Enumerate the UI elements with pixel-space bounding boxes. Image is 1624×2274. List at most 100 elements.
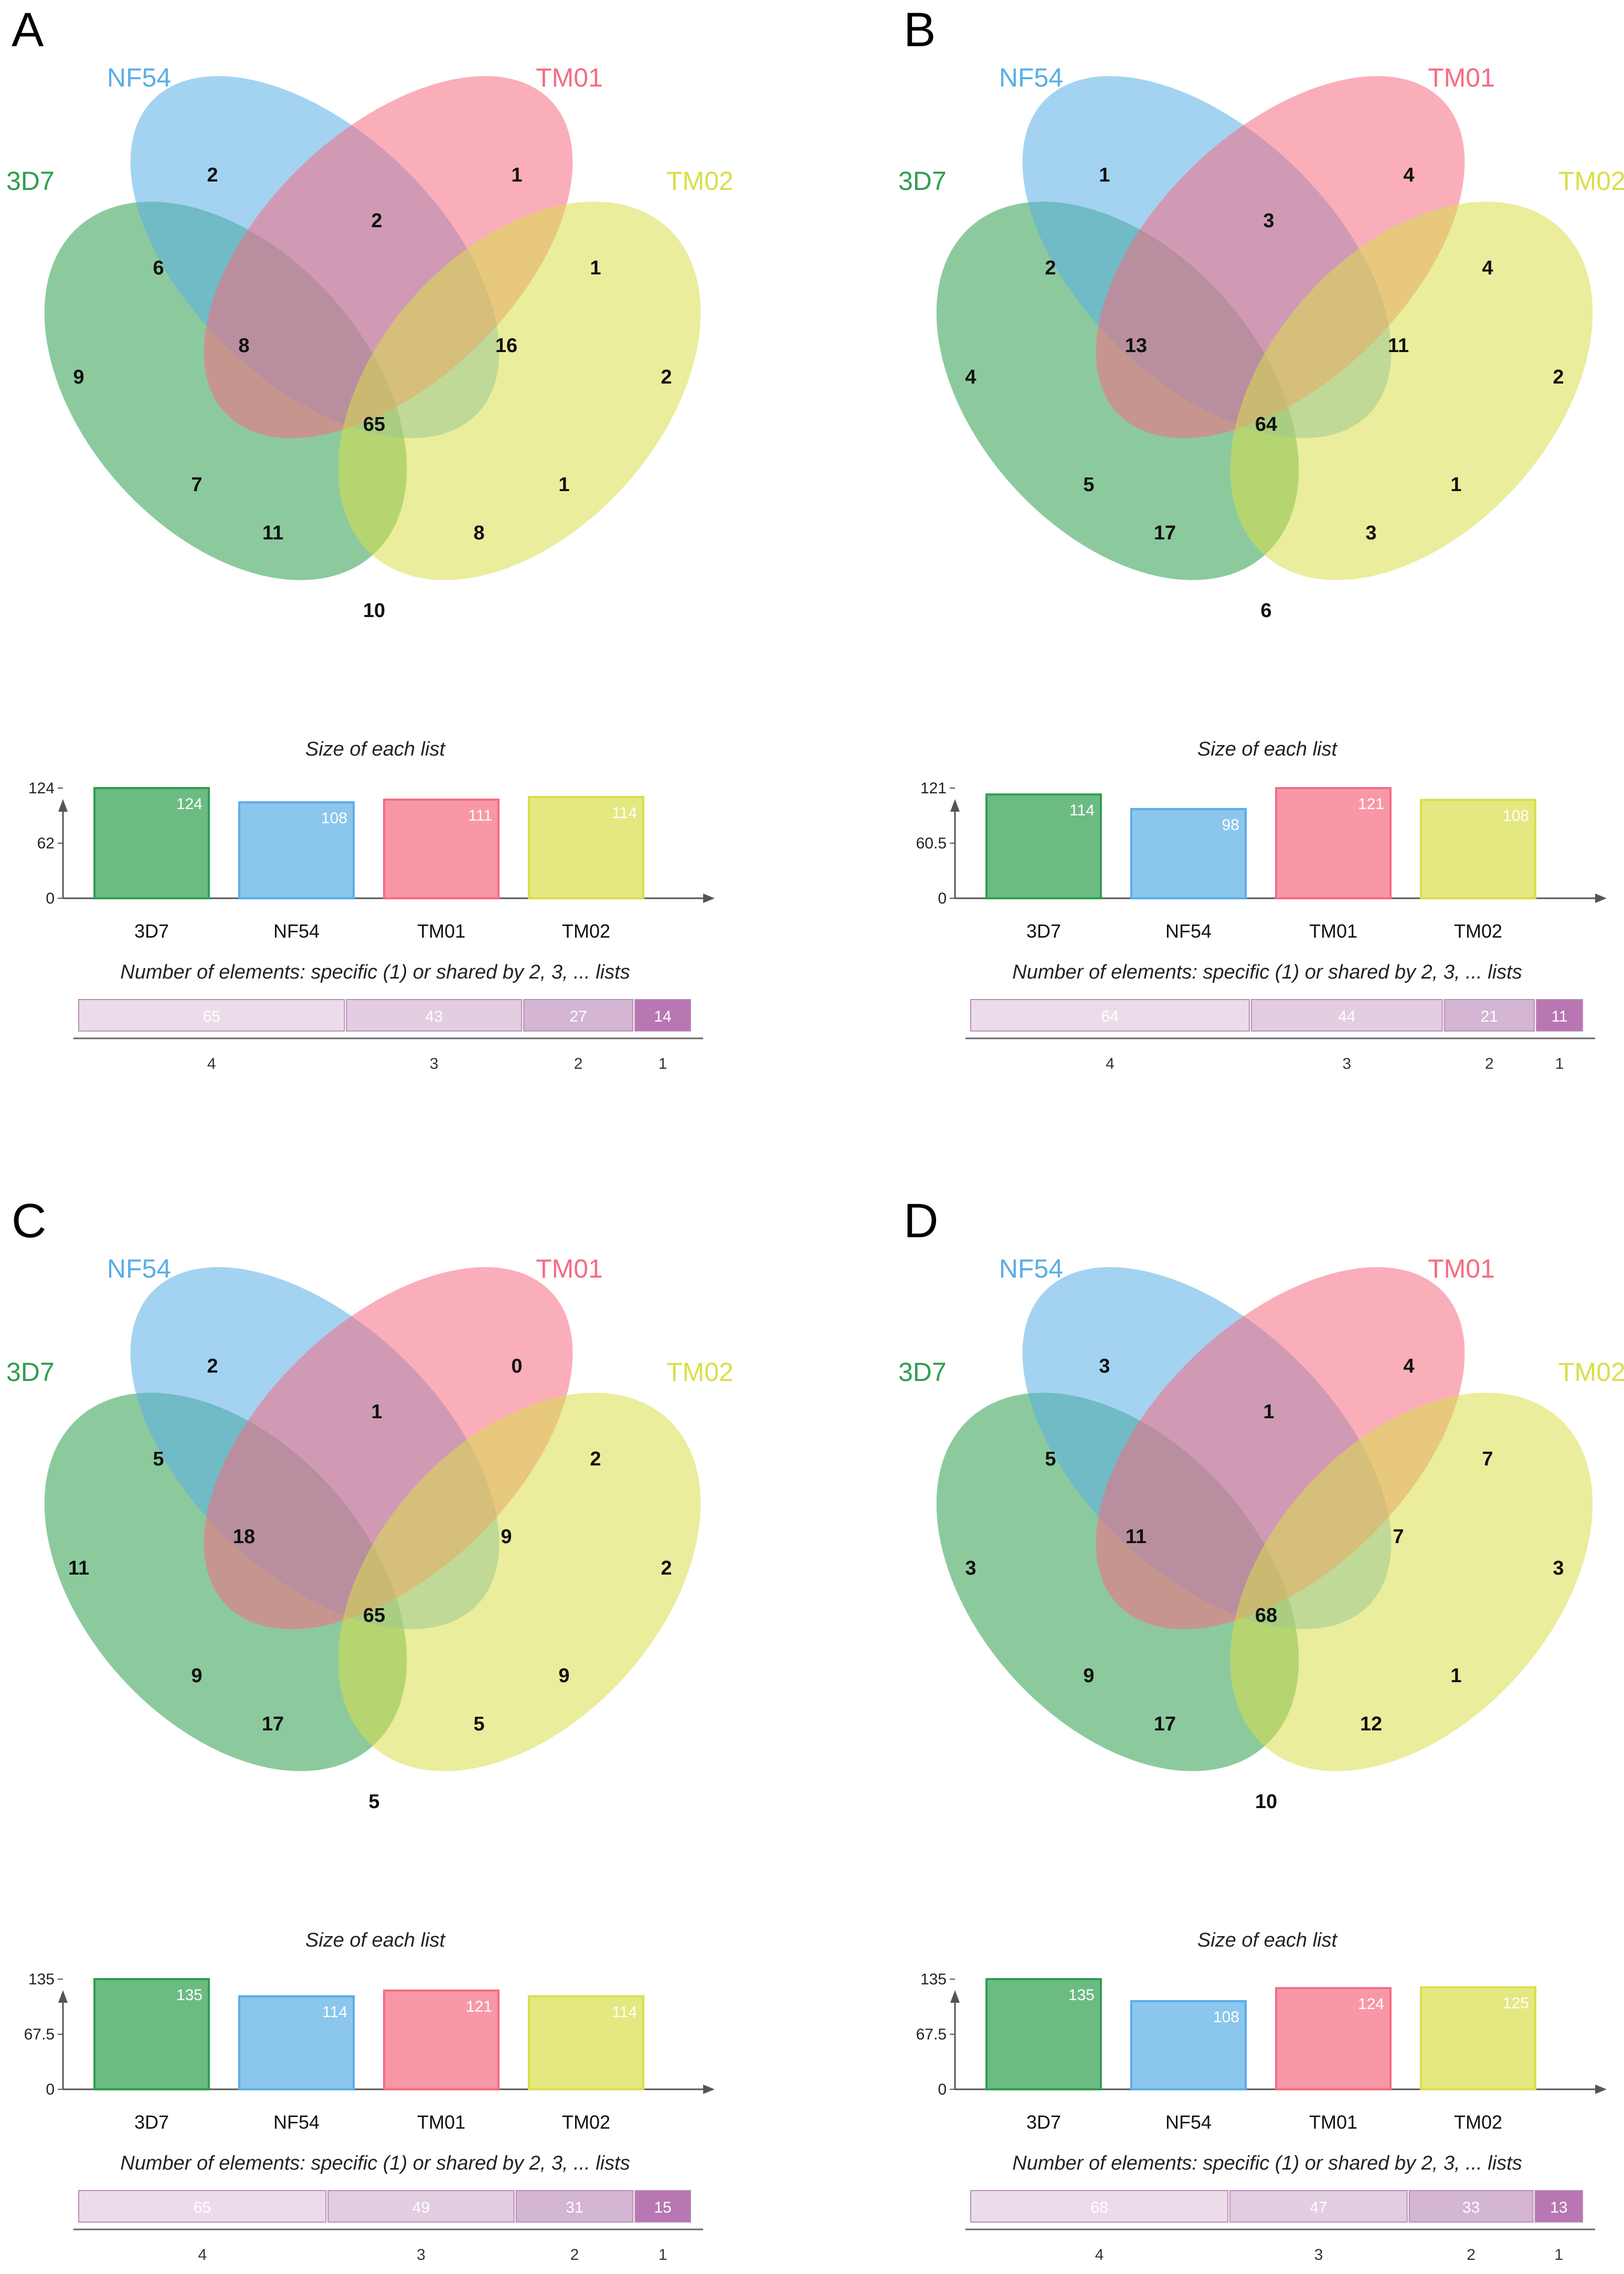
region-count-nf54-tm02: 1	[1450, 1665, 1461, 1687]
shared-elements-chart: Number of elements: specific (1) or shar…	[965, 2152, 1595, 2264]
shared-segment-2	[523, 999, 634, 1032]
shared-segment-label: 4	[1095, 2246, 1104, 2264]
region-count-nf54-tm01-tm02: 11	[1388, 335, 1409, 357]
bar-value-label: 135	[176, 1986, 203, 2004]
bar-value-label: 98	[1222, 816, 1239, 834]
region-count-nf54-tm01: 3	[1263, 210, 1274, 232]
region-count-3d7-nf54-tm02: 8	[473, 522, 484, 544]
set-label-3d7: 3D7	[898, 1357, 947, 1387]
y-tick-label: 60.5	[916, 835, 947, 852]
shared-segment-label: 2	[1485, 1055, 1494, 1072]
shared-segment-value: 44	[1338, 1008, 1355, 1025]
venn-ellipse-tm02	[338, 1393, 701, 1771]
y-axis-arrow	[58, 1990, 68, 2003]
region-count-3d7-tm01-tm02: 11	[262, 522, 283, 544]
shared-segment-value: 65	[194, 2199, 211, 2216]
bar-category-label: TM01	[417, 2111, 465, 2133]
shared-segment-value: 68	[1090, 2199, 1108, 2216]
x-axis-arrow	[1595, 2085, 1607, 2094]
shared-segment-2	[515, 2190, 634, 2223]
shared-segment-value: 65	[203, 1008, 220, 1025]
bar-value-label: 135	[1068, 1986, 1095, 2004]
y-tick-label: 67.5	[916, 2026, 947, 2043]
shared-elements-chart: Number of elements: specific (1) or shar…	[965, 961, 1595, 1072]
shared-segment-4	[970, 2190, 1229, 2223]
shared-segment-label: 2	[574, 1055, 583, 1072]
shared-segment-2	[1443, 999, 1535, 1032]
bar-value-label: 111	[468, 807, 492, 824]
shared-chart-title: Number of elements: specific (1) or shar…	[120, 961, 630, 983]
shared-segment-4	[78, 999, 345, 1032]
shared-segment-label: 1	[659, 1055, 667, 1072]
region-count-all: 65	[363, 413, 385, 435]
region-count-nf54-tm01-tm02: 7	[1393, 1526, 1404, 1548]
shared-segment-value: 15	[654, 2199, 671, 2216]
region-count-3d7-tm01-tm02: 17	[262, 1713, 284, 1735]
shared-segment-1	[634, 2190, 691, 2223]
set-label-nf54: NF54	[107, 63, 171, 92]
y-tick-label: 0	[938, 890, 947, 907]
venn-ellipse-tm01	[1096, 76, 1465, 439]
bar-tm02	[1420, 799, 1536, 900]
shared-segment-value: 33	[1462, 2199, 1480, 2216]
x-axis-arrow	[1595, 894, 1607, 903]
region-count-nf54-tm01: 1	[1263, 1401, 1274, 1423]
panel-letter: C	[12, 1194, 46, 1248]
region-count-3d7-nf54: 2	[1045, 257, 1056, 279]
set-label-tm01: TM01	[536, 63, 603, 92]
region-count-tm01: 4	[1403, 164, 1414, 186]
region-count-nf54: 2	[207, 1355, 218, 1377]
x-axis-arrow	[703, 894, 715, 903]
bar-value-label: 125	[1503, 1995, 1529, 2012]
set-label-nf54: NF54	[999, 1254, 1063, 1283]
shared-segment-value: 64	[1101, 1008, 1119, 1025]
shared-segment-4	[78, 2190, 327, 2223]
bar-chart-title: Size of each list	[1197, 738, 1338, 760]
shared-segment-label: 3	[430, 1055, 439, 1072]
venn-ellipse-tm02	[1230, 201, 1593, 580]
shared-segment-3	[327, 2190, 515, 2223]
bar-tm01	[1275, 1987, 1392, 2090]
bar-category-label: TM02	[562, 2111, 610, 2133]
region-count-nf54-tm01: 1	[371, 1401, 382, 1423]
shared-chart-title: Number of elements: specific (1) or shar…	[1012, 961, 1522, 983]
shared-segment-3	[1250, 999, 1443, 1032]
set-label-tm02: TM02	[1558, 166, 1624, 196]
venn-ellipse-tm02	[1230, 1393, 1593, 1771]
y-tick-label: 0	[46, 2081, 55, 2098]
bar-category-label: NF54	[273, 920, 320, 942]
venn-ellipse-tm01	[1096, 1267, 1465, 1630]
set-label-3d7: 3D7	[898, 166, 947, 196]
bar-chart-title: Size of each list	[305, 1929, 446, 1951]
panel-letter: A	[12, 3, 44, 57]
shared-segment-label: 4	[198, 2246, 207, 2264]
region-count-3d7-nf54-tm02: 3	[1365, 522, 1376, 544]
bar-nf54	[1130, 807, 1247, 899]
region-count-3d7-tm01-tm02: 17	[1154, 1713, 1176, 1735]
set-label-tm01: TM01	[1428, 1254, 1495, 1283]
bar-category-label: TM01	[1309, 920, 1357, 942]
bar-category-label: TM02	[562, 920, 610, 942]
region-count-tm01: 0	[511, 1355, 522, 1377]
region-count-tm02: 2	[661, 366, 672, 388]
shared-segment-value: 11	[1551, 1008, 1567, 1025]
shared-segment-value: 49	[412, 2199, 430, 2216]
set-label-3d7: 3D7	[6, 166, 55, 196]
region-count-3d7-tm02: 5	[368, 1791, 379, 1813]
region-count-nf54: 2	[207, 164, 218, 186]
size-bar-chart: Size of each list 0 62 124 124 3D7 108 NF54 111 T…	[28, 738, 715, 942]
region-count-3d7-nf54-tm01: 18	[233, 1526, 255, 1548]
y-axis-arrow	[58, 799, 68, 812]
region-count-nf54-tm01-tm02: 9	[501, 1526, 512, 1548]
shared-elements-chart: Number of elements: specific (1) or shar…	[73, 961, 703, 1072]
region-count-3d7-tm01-tm02: 17	[1154, 522, 1176, 544]
bar-category-label: 3D7	[134, 2111, 169, 2133]
shared-segment-1	[634, 999, 692, 1032]
bar-category-label: TM02	[1454, 920, 1502, 942]
region-count-3d7-nf54-tm01: 8	[238, 335, 249, 357]
region-count-3d7-nf54: 6	[153, 257, 164, 279]
